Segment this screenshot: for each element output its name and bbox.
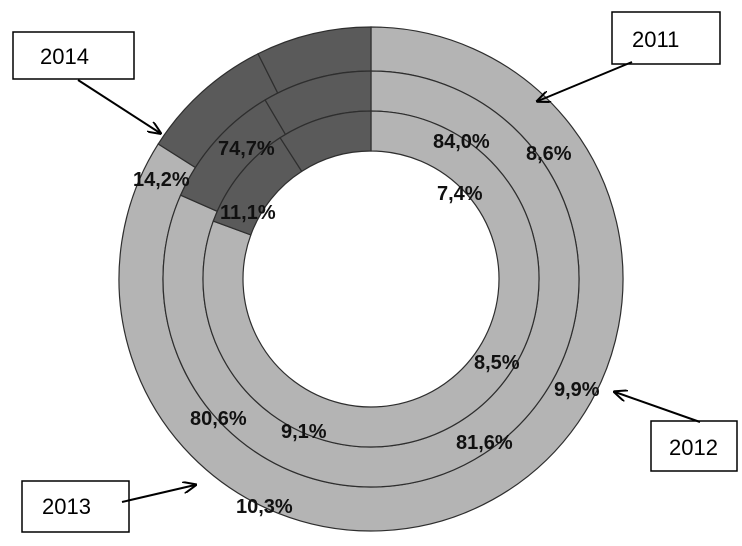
label-2014-74-7: 74,7% [218, 138, 275, 160]
callout-2013-label: 2013 [42, 494, 91, 519]
arrow-2013 [121, 485, 195, 503]
callout-2012: 2012 [650, 420, 738, 472]
label-2013-9-1: 9,1% [281, 421, 327, 443]
callout-2013-box [21, 480, 130, 533]
callout-2011-label: 2011 [632, 27, 679, 52]
label-2011-8-6: 8,6% [526, 143, 572, 165]
ring-2013-slice-0 [202, 110, 540, 448]
callout-2013: 2013 [21, 480, 130, 533]
label-2012-9-9: 9,9% [554, 379, 600, 401]
label-2013-80-6: 80,6% [190, 408, 247, 430]
label-2014-14-2: 14,2% [133, 169, 190, 191]
label-2012-8-5: 8,5% [474, 352, 520, 374]
label-2014-11-1: 11,1% [220, 202, 276, 224]
arrow-2011 [538, 61, 633, 101]
ring-2012 [162, 70, 580, 488]
arrow-2012 [615, 392, 701, 423]
arrow-2014 [77, 79, 160, 133]
label-2011-84-0: 84,0% [433, 131, 490, 153]
callout-2014-label: 2014 [40, 44, 89, 69]
callout-2012-label: 2012 [669, 435, 718, 460]
callout-2014-box [12, 31, 135, 80]
ring-2013 [202, 110, 540, 448]
callout-2011-box [611, 11, 721, 65]
label-2013-10-3: 10,3% [236, 496, 293, 518]
callout-2014: 2014 [12, 31, 135, 80]
label-2012-81-6: 81,6% [456, 432, 513, 454]
callout-2011: 2011 [611, 11, 721, 65]
label-2011-7-4: 7,4% [437, 183, 483, 205]
callout-2012-box [650, 420, 738, 472]
ring-2013-slice-2 [279, 110, 372, 173]
